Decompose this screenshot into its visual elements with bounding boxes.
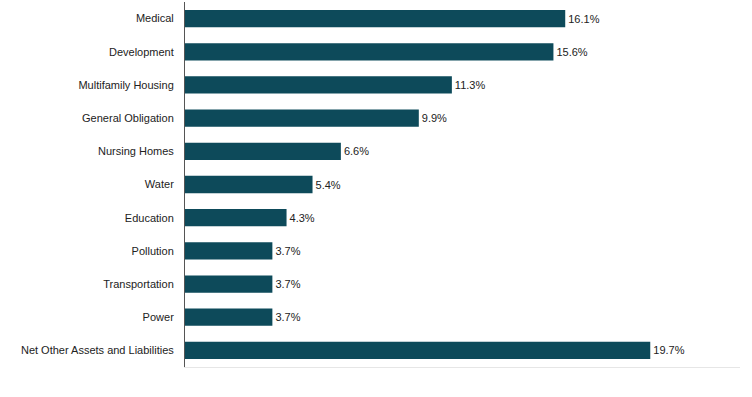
svg-text:19.7%: 19.7%	[653, 344, 684, 356]
svg-text:Nursing Homes: Nursing Homes	[98, 145, 174, 157]
svg-text:Multifamily Housing: Multifamily Housing	[78, 79, 173, 91]
svg-text:16.1%: 16.1%	[568, 13, 599, 25]
svg-text:Transportation: Transportation	[103, 278, 174, 290]
svg-text:3.7%: 3.7%	[275, 311, 300, 323]
svg-text:Development: Development	[109, 46, 174, 58]
svg-text:9.9%: 9.9%	[422, 112, 447, 124]
svg-text:General Obligation: General Obligation	[82, 112, 174, 124]
svg-text:11.3%: 11.3%	[455, 79, 486, 91]
svg-text:Education: Education	[125, 212, 174, 224]
svg-text:Medical: Medical	[136, 12, 174, 24]
svg-text:Pollution: Pollution	[132, 245, 174, 257]
svg-text:Water: Water	[145, 178, 174, 190]
svg-text:6.6%: 6.6%	[344, 145, 369, 157]
svg-text:Power: Power	[143, 311, 175, 323]
svg-text:4.3%: 4.3%	[290, 212, 315, 224]
svg-text:15.6%: 15.6%	[556, 46, 587, 58]
svg-text:Net Other Assets and Liabiliti: Net Other Assets and Liabilities	[21, 344, 174, 356]
svg-text:5.4%: 5.4%	[316, 179, 341, 191]
svg-text:3.7%: 3.7%	[275, 278, 300, 290]
svg-text:3.7%: 3.7%	[275, 245, 300, 257]
